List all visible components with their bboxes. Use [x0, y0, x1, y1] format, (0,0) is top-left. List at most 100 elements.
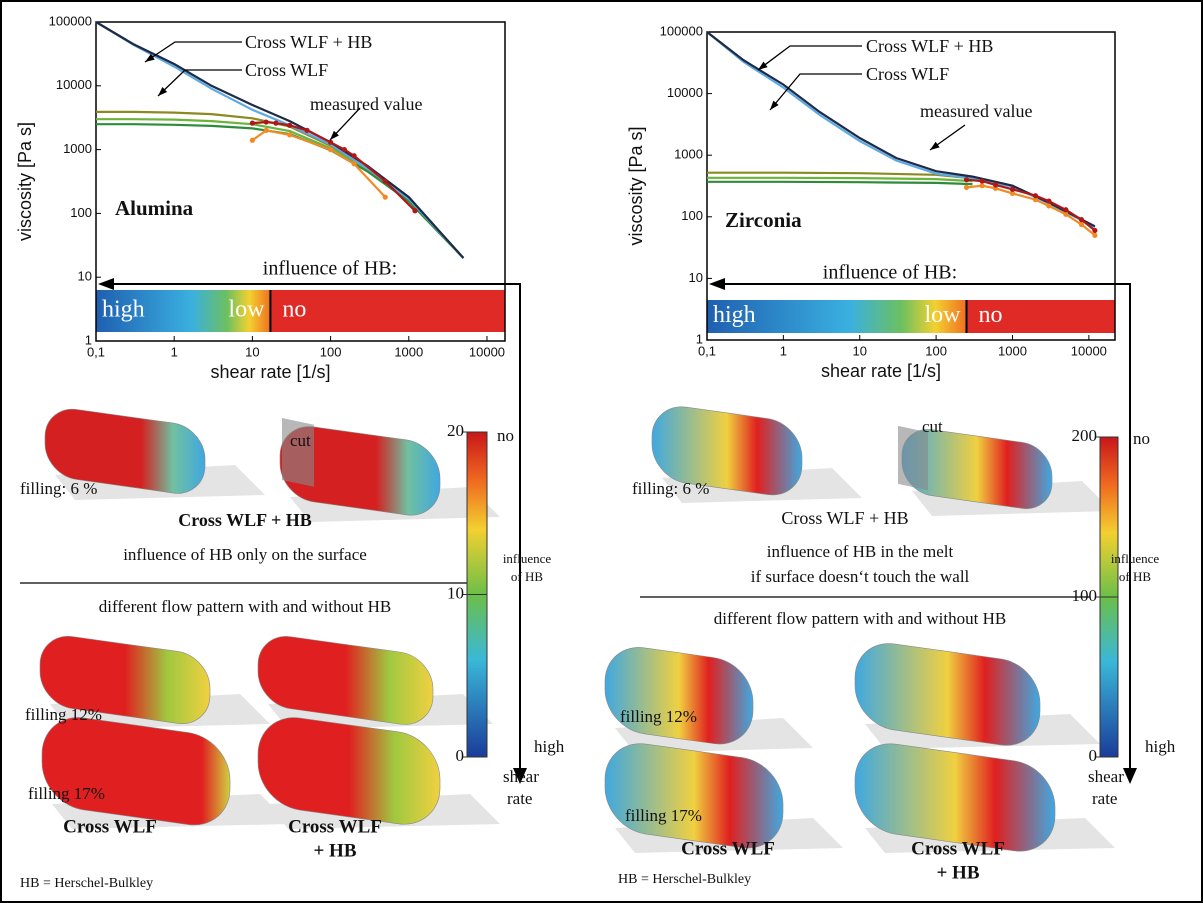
y-tick-label: 10: [78, 269, 92, 284]
data-point: [287, 123, 292, 128]
annotation-arrow: [770, 74, 862, 110]
colorbar-tick-label: 200: [1072, 426, 1098, 445]
data-point: [979, 183, 984, 188]
figure: highlownoinfluence of HB:110100100010000…: [0, 0, 1203, 903]
colorbar-unit: rate: [507, 789, 532, 808]
y-tick-label: 100000: [49, 13, 92, 28]
filling-label: filling: 6 %: [20, 479, 97, 498]
data-point: [412, 208, 417, 213]
data-point: [352, 161, 357, 166]
y-tick-label: 10: [689, 270, 703, 285]
data-point: [964, 177, 969, 182]
y-tick-label: 10000: [56, 77, 92, 92]
filling-label: filling 17%: [625, 806, 702, 825]
colorbar-unit: shear: [1088, 767, 1124, 786]
note: influence of HB in the melt: [767, 542, 954, 561]
annotation: Cross WLF + HB: [866, 36, 993, 56]
x-tick-label: 100: [320, 344, 342, 359]
x-tick-label: 10: [853, 343, 867, 358]
colorbar-unit: rate: [1092, 789, 1117, 808]
data-point: [964, 185, 969, 190]
data-point: [993, 182, 998, 187]
y-tick-label: 10000: [667, 85, 703, 100]
cut-label: cut: [922, 417, 943, 436]
colorbar-tick-label: 20: [447, 421, 464, 440]
annotation: Cross WLF + HB: [245, 32, 372, 52]
data-point: [1046, 198, 1051, 203]
colorbar-mid: of HB: [511, 569, 543, 584]
line: [707, 178, 973, 181]
data-point: [273, 121, 278, 126]
data-point: [287, 132, 292, 137]
divider-text: different flow pattern with and without …: [99, 597, 391, 616]
x-axis-label: shear rate [1/s]: [821, 361, 941, 381]
arrow-head: [930, 142, 940, 150]
colorbar-top: no: [497, 426, 514, 445]
data-point: [1092, 233, 1097, 238]
data-point: [264, 119, 269, 124]
colorbar-mid: influence: [503, 551, 552, 566]
caption: Cross WLF + HB: [781, 508, 908, 528]
caption: Cross WLF + HB: [178, 510, 311, 530]
colorbar-tick-label: 10: [447, 583, 464, 602]
y-tick-label: 1000: [674, 147, 703, 162]
annotation: Cross WLF: [245, 60, 328, 80]
influence-title: influence of HB:: [263, 258, 397, 280]
line: [96, 119, 463, 258]
y-tick-label: 100: [70, 205, 92, 220]
annotation: measured value: [310, 94, 422, 114]
y-axis-label: viscosity [Pa s]: [626, 126, 646, 245]
data-point: [328, 140, 333, 145]
colorbar-bottom: high: [1145, 737, 1176, 756]
colorbar-tick-label: 0: [456, 746, 465, 765]
x-tick-label: 0,1: [87, 344, 105, 359]
influence-label: low: [228, 297, 265, 323]
colorbar-mid: of HB: [1119, 569, 1151, 584]
influence-label: no: [979, 302, 1003, 328]
influence-label: low: [925, 302, 962, 328]
cut-plane: [282, 418, 314, 487]
data-point: [352, 153, 357, 158]
x-tick-label: 1: [171, 344, 178, 359]
chart-title: Zirconia: [725, 208, 802, 232]
y-tick-label: 1000: [63, 141, 92, 156]
colorbar-mid: influence: [1111, 551, 1160, 566]
y-axis-label: viscosity [Pa s]: [15, 122, 35, 241]
arrow-head: [709, 278, 725, 290]
arrow-head: [98, 278, 114, 290]
footnote: HB = Herschel-Bulkley: [20, 876, 153, 891]
x-tick-label: 100: [925, 343, 947, 358]
filling-label: filling: 6 %: [632, 479, 709, 498]
data-point: [264, 128, 269, 133]
colorbar-tick-label: 0: [1089, 746, 1098, 765]
filling-label: filling 12%: [620, 707, 697, 726]
note: if surface doesn‘t touch the wall: [751, 567, 970, 586]
data-point: [1063, 212, 1068, 217]
influence-label: high: [102, 297, 145, 323]
line: [707, 182, 973, 184]
colorbar-tick-label: 100: [1072, 586, 1098, 605]
x-axis-label: shear rate [1/s]: [210, 362, 330, 382]
data-point: [1046, 203, 1051, 208]
filling-label: filling 17%: [28, 784, 105, 803]
model-label: Cross WLF: [681, 838, 775, 859]
x-tick-label: 10000: [1071, 343, 1107, 358]
data-point: [1079, 222, 1084, 227]
influence-title: influence of HB:: [823, 262, 957, 284]
model-label: + HB: [936, 862, 979, 883]
colorbar-bottom: high: [534, 737, 565, 756]
arrow-head: [758, 62, 768, 70]
note: influence of HB only on the surface: [123, 545, 367, 564]
influence-label: no: [282, 297, 306, 323]
data-point: [1079, 217, 1084, 222]
y-tick-label: 100000: [660, 23, 703, 38]
x-tick-label: 10000: [469, 344, 505, 359]
footnote: HB = Herschel-Bulkley: [618, 872, 751, 887]
x-tick-label: 1000: [998, 343, 1027, 358]
data-point: [250, 121, 255, 126]
data-point: [328, 147, 333, 152]
data-point: [383, 195, 388, 200]
y-tick-label: 100: [681, 208, 703, 223]
influence-label: high: [713, 302, 756, 328]
data-point: [250, 138, 255, 143]
